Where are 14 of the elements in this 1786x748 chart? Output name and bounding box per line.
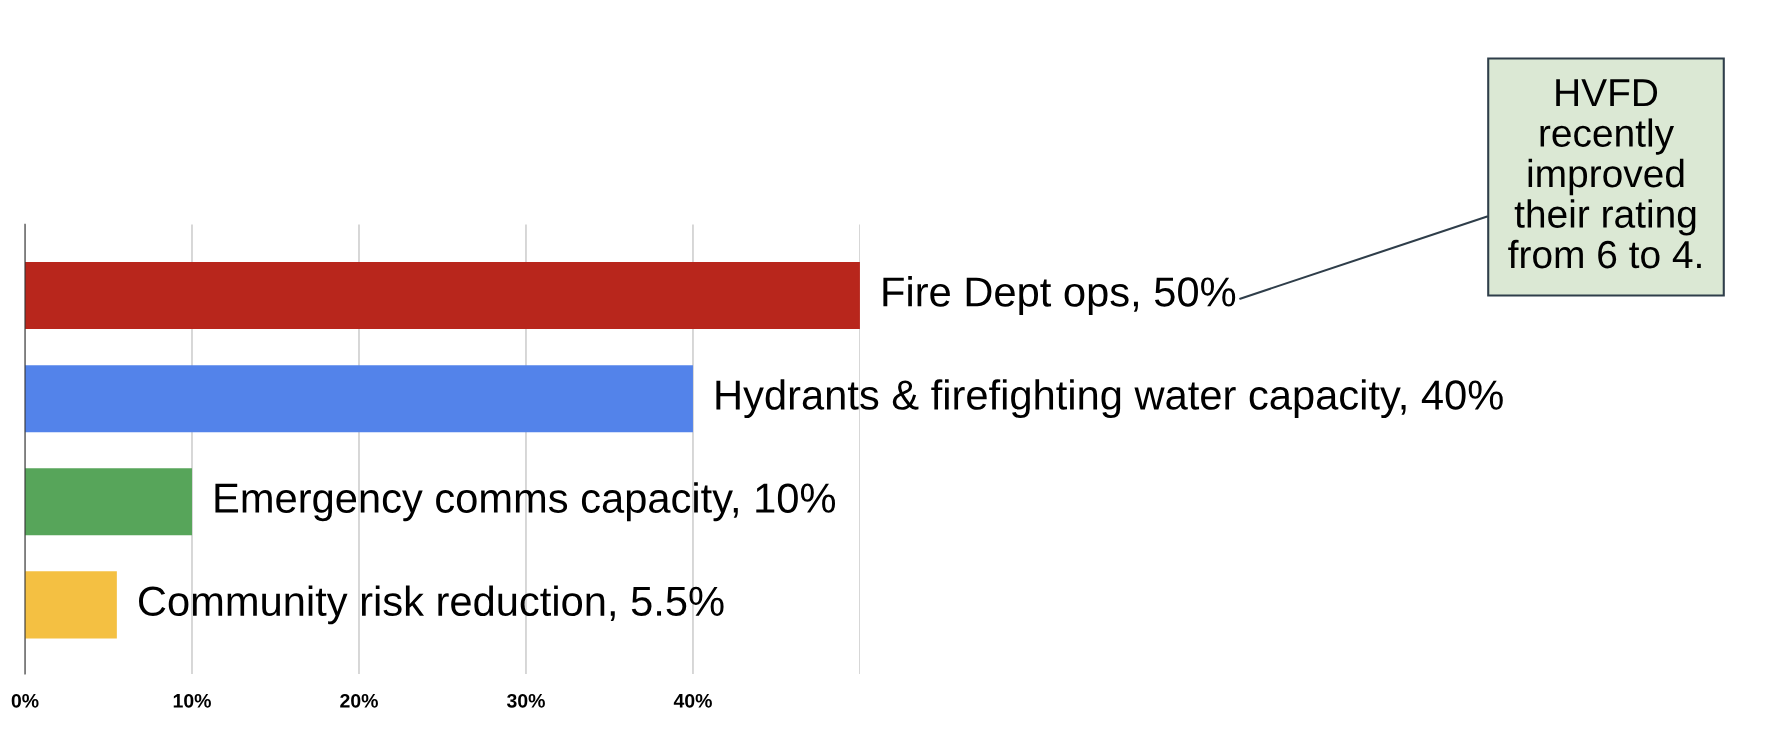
bar	[25, 262, 860, 330]
data-label: Hydrants & firefighting water capacity, 40%	[716, 379, 1503, 419]
data-label: Fire Dept ops, 50%	[883, 276, 1236, 315]
bar	[25, 365, 693, 433]
data-label: Emergency comms capacity, 10%	[215, 482, 836, 522]
bar	[25, 468, 192, 536]
x-tick-label: 40%	[673, 693, 712, 708]
x-tick-label: 20%	[340, 693, 378, 708]
x-tick-label: 10%	[173, 693, 211, 708]
x-tick-label: 0%	[11, 693, 39, 708]
text: HVFD recently improved their rating from 6 to 4.	[1508, 79, 1701, 269]
x-tick-label: 30%	[506, 693, 545, 708]
bar	[25, 571, 117, 639]
data-label: Community risk reduction, 5.5%	[139, 585, 724, 625]
